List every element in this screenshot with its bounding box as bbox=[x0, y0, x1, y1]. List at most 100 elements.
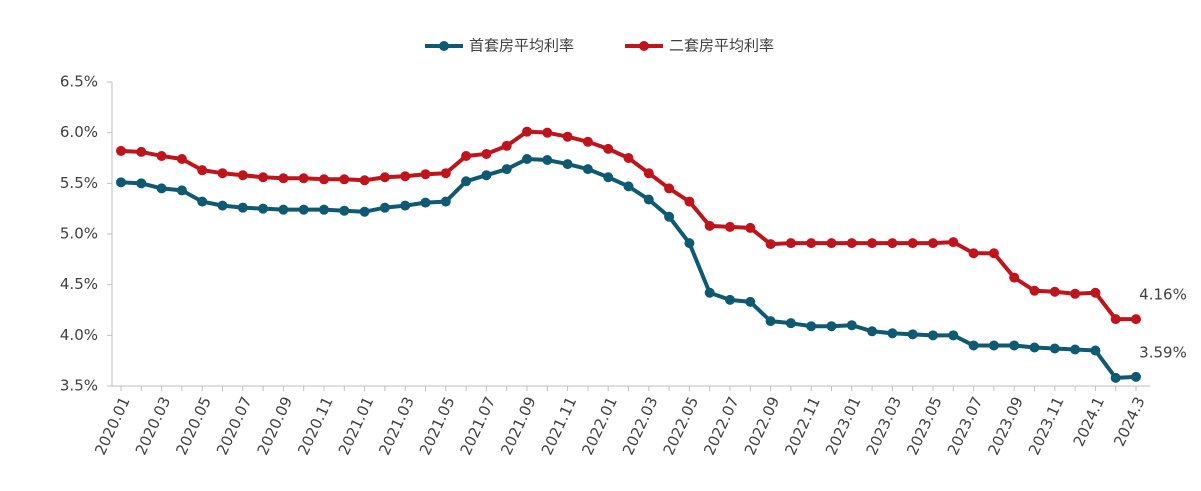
data-point bbox=[440, 196, 451, 207]
y-tick-label: 4.0% bbox=[60, 326, 98, 344]
data-point bbox=[258, 203, 269, 214]
y-tick-label: 3.5% bbox=[60, 377, 98, 395]
data-point bbox=[116, 177, 126, 188]
data-point bbox=[603, 143, 614, 154]
data-point bbox=[542, 127, 553, 138]
data-point bbox=[420, 169, 431, 180]
data-point bbox=[420, 197, 431, 208]
data-point bbox=[1029, 285, 1040, 296]
x-tick-label: 2023.09 bbox=[984, 394, 1027, 458]
data-point bbox=[116, 145, 126, 156]
legend-label: 二套房平均利率 bbox=[669, 37, 774, 55]
data-point bbox=[522, 126, 532, 137]
data-point bbox=[988, 340, 999, 351]
data-point bbox=[806, 321, 817, 332]
x-tick-label: 2020.11 bbox=[294, 394, 337, 458]
data-point bbox=[400, 171, 411, 182]
data-point bbox=[907, 238, 918, 249]
data-point bbox=[339, 205, 350, 216]
data-point bbox=[582, 136, 593, 147]
data-point bbox=[1110, 372, 1121, 383]
data-label: 4.16% bbox=[1139, 286, 1187, 304]
data-point bbox=[745, 222, 756, 233]
data-point bbox=[643, 194, 654, 205]
data-point bbox=[745, 296, 756, 307]
data-point bbox=[765, 239, 776, 250]
data-point bbox=[1090, 345, 1101, 356]
x-tick-label: 2022.03 bbox=[619, 394, 662, 458]
data-point bbox=[379, 202, 390, 213]
data-point bbox=[582, 164, 593, 175]
y-tick-label: 6.5% bbox=[60, 73, 98, 91]
x-tick-label: 2024.3 bbox=[1110, 394, 1149, 449]
data-point bbox=[197, 196, 208, 207]
data-point bbox=[278, 204, 289, 215]
data-point bbox=[136, 178, 147, 189]
data-point bbox=[664, 183, 675, 194]
data-point bbox=[664, 211, 675, 222]
y-tick-label: 5.0% bbox=[60, 225, 98, 243]
data-label: 3.59% bbox=[1139, 343, 1187, 361]
data-point bbox=[968, 248, 979, 259]
y-tick-label: 4.5% bbox=[60, 275, 98, 293]
data-point bbox=[562, 131, 573, 142]
data-point bbox=[339, 174, 350, 185]
data-point bbox=[968, 340, 979, 351]
data-point bbox=[806, 238, 817, 249]
data-point bbox=[684, 196, 695, 207]
x-tick-label: 2022.07 bbox=[700, 394, 743, 458]
data-point bbox=[1070, 344, 1081, 355]
data-point bbox=[298, 204, 309, 215]
data-point bbox=[1110, 314, 1121, 325]
x-tick-label: 2021.05 bbox=[416, 394, 459, 458]
data-point bbox=[846, 320, 857, 331]
data-point bbox=[1070, 288, 1081, 299]
data-point bbox=[176, 154, 187, 165]
x-tick-label: 2022.05 bbox=[660, 394, 703, 458]
data-point bbox=[887, 238, 898, 249]
data-point bbox=[1090, 287, 1101, 298]
x-tick-label: 2023.01 bbox=[822, 394, 865, 458]
x-tick-label: 2023.05 bbox=[903, 394, 946, 458]
data-point bbox=[217, 200, 228, 211]
data-point bbox=[765, 316, 776, 327]
x-tick-label: 2024.1 bbox=[1070, 394, 1109, 449]
legend-marker bbox=[639, 41, 649, 51]
data-point bbox=[643, 168, 654, 179]
x-tick-label: 2020.05 bbox=[172, 394, 215, 458]
data-point bbox=[948, 330, 959, 341]
x-tick-label: 2020.03 bbox=[132, 394, 175, 458]
x-tick-label: 2021.11 bbox=[538, 394, 581, 458]
x-tick-label: 2021.03 bbox=[375, 394, 418, 458]
data-point bbox=[501, 140, 512, 151]
data-point bbox=[258, 172, 269, 183]
x-tick-label: 2022.11 bbox=[781, 394, 824, 458]
data-point bbox=[928, 330, 938, 341]
data-point bbox=[542, 155, 553, 166]
data-point bbox=[928, 238, 938, 249]
data-point bbox=[1009, 272, 1020, 283]
data-point bbox=[725, 294, 735, 305]
data-point bbox=[623, 181, 634, 192]
data-point bbox=[907, 329, 918, 340]
data-point bbox=[826, 321, 837, 332]
data-point bbox=[867, 326, 878, 337]
data-point bbox=[217, 168, 228, 179]
data-point bbox=[379, 172, 390, 183]
data-point bbox=[522, 154, 532, 165]
x-tick-label: 2020.01 bbox=[91, 394, 134, 458]
data-point bbox=[704, 220, 715, 231]
x-tick-label: 2021.01 bbox=[335, 394, 378, 458]
data-point bbox=[948, 237, 959, 248]
data-point bbox=[481, 170, 492, 181]
data-point bbox=[481, 148, 492, 159]
data-point bbox=[603, 172, 614, 183]
x-tick-label: 2020.07 bbox=[213, 394, 256, 458]
data-point bbox=[684, 238, 695, 249]
data-point bbox=[826, 238, 837, 249]
data-point bbox=[461, 150, 472, 161]
data-point bbox=[156, 183, 167, 194]
y-tick-label: 6.0% bbox=[60, 123, 98, 141]
series-line bbox=[120, 157, 1137, 380]
x-tick-label: 2021.07 bbox=[457, 394, 500, 458]
